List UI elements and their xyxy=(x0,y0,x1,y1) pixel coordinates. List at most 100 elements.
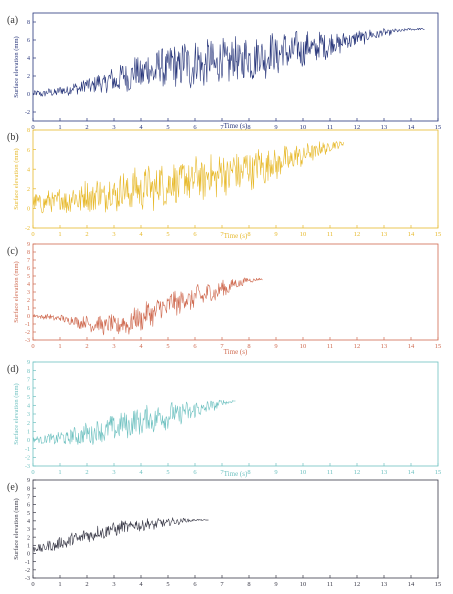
x-tick-label: 12 xyxy=(354,581,361,588)
y-tick-label: -3 xyxy=(25,338,30,344)
x-tick-label: 5 xyxy=(166,581,169,588)
x-tick-label: 12 xyxy=(354,469,361,476)
x-tick-label: 6 xyxy=(193,343,197,350)
x-tick-label: 3 xyxy=(112,581,115,588)
y-tick-label: 8 xyxy=(27,369,30,375)
x-tick-label: 11 xyxy=(327,124,333,131)
x-tick-label: 1 xyxy=(58,343,61,350)
x-tick-label: 2 xyxy=(85,469,88,476)
y-tick-label: 4 xyxy=(27,282,30,288)
x-tick-label: 4 xyxy=(139,469,143,476)
x-tick-label: 14 xyxy=(408,469,415,476)
y-tick-label: 0 xyxy=(27,314,30,320)
y-axis-title: Surface elevation (mm) xyxy=(13,383,20,444)
y-tick-label: 5 xyxy=(27,274,30,280)
x-tick-label: 1 xyxy=(58,581,61,588)
x-tick-label: 10 xyxy=(300,124,307,131)
y-tick-label: 0 xyxy=(27,552,30,558)
y-tick-label: 9 xyxy=(27,360,30,366)
panel-label: (d) xyxy=(7,364,19,375)
x-tick-label: 12 xyxy=(354,343,361,350)
y-tick-label: 9 xyxy=(27,242,30,248)
x-tick-label: 2 xyxy=(85,231,88,238)
y-tick-label: 7 xyxy=(27,495,30,501)
x-tick-label: 8 xyxy=(247,469,250,476)
x-tick-label: 6 xyxy=(193,469,197,476)
x-tick-label: 13 xyxy=(381,124,388,131)
x-tick-label: 11 xyxy=(327,581,333,588)
series-line xyxy=(32,28,425,97)
panel-label: (a) xyxy=(7,15,18,26)
x-tick-label: 8 xyxy=(247,124,250,131)
x-tick-label: 4 xyxy=(139,231,143,238)
plot-frame xyxy=(32,479,439,579)
y-tick-label: -3 xyxy=(25,464,30,470)
plot-frame xyxy=(32,129,439,229)
x-tick-label: 2 xyxy=(85,343,88,350)
x-tick-label: 1 xyxy=(58,124,61,131)
y-tick-label: 7 xyxy=(27,258,30,264)
x-tick-label: 9 xyxy=(274,231,277,238)
y-tick-label: 1 xyxy=(27,544,30,550)
x-tick-label: 2 xyxy=(85,581,88,588)
y-axis-title: Surface elevation (mm) xyxy=(13,148,20,209)
y-tick-label: 9 xyxy=(27,478,30,484)
y-tick-label: -2 xyxy=(25,456,30,462)
x-tick-label: 3 xyxy=(112,469,115,476)
y-tick-label: 5 xyxy=(27,395,30,401)
y-tick-label: 6 xyxy=(27,503,30,509)
y-tick-label: -1 xyxy=(25,447,30,453)
x-tick-label: 0 xyxy=(31,469,34,476)
x-tick-label: 6 xyxy=(193,231,197,238)
y-tick-label: 0 xyxy=(27,92,30,98)
y-tick-label: 6 xyxy=(27,38,30,44)
x-tick-label: 0 xyxy=(31,231,34,238)
x-axis-title: Time (s) xyxy=(224,232,248,240)
x-tick-label: 3 xyxy=(112,343,115,350)
x-tick-label: 8 xyxy=(247,343,250,350)
x-tick-label: 11 xyxy=(327,343,333,350)
y-tick-label: 2 xyxy=(27,535,30,541)
panel-label: (e) xyxy=(7,482,18,493)
y-tick-label: 8 xyxy=(27,20,30,26)
y-tick-label: 2 xyxy=(27,187,30,193)
y-tick-label: 4 xyxy=(27,56,30,62)
y-tick-label: 4 xyxy=(27,167,30,173)
plot-frame xyxy=(32,12,439,122)
y-axis-title: Surface elevation (mm) xyxy=(13,36,20,97)
y-tick-label: 2 xyxy=(27,74,30,80)
y-tick-label: 2 xyxy=(27,298,30,304)
x-tick-label: 11 xyxy=(327,469,333,476)
y-tick-label: 0 xyxy=(27,438,30,444)
panel-3: 0 1 2 3 4 5 6 7 8 9 10 11 12 13 14 15-3-2-10123456789(d… xyxy=(7,360,441,478)
y-tick-label: 6 xyxy=(27,266,30,272)
x-tick-label: 5 xyxy=(166,343,169,350)
y-tick-label: -2 xyxy=(25,110,30,116)
x-tick-label: 14 xyxy=(408,581,415,588)
y-tick-label: 4 xyxy=(27,404,30,410)
y-tick-label: 6 xyxy=(27,148,30,154)
x-tick-label: 7 xyxy=(220,231,224,238)
y-axis-title: Surface elevation (mm) xyxy=(13,261,20,322)
x-tick-label: 10 xyxy=(300,343,307,350)
y-tick-label: 2 xyxy=(27,421,30,427)
x-tick-label: 3 xyxy=(112,124,115,131)
x-tick-label: 9 xyxy=(274,124,277,131)
x-tick-label: 6 xyxy=(193,124,197,131)
x-tick-label: 13 xyxy=(381,581,388,588)
x-tick-label: 0 xyxy=(31,124,34,131)
x-tick-label: 10 xyxy=(300,581,307,588)
x-tick-label: 15 xyxy=(435,231,442,238)
x-tick-label: 3 xyxy=(112,231,115,238)
y-tick-label: 1 xyxy=(27,430,30,436)
series-line xyxy=(32,141,344,214)
x-tick-label: 9 xyxy=(274,343,277,350)
y-tick-label: 3 xyxy=(27,290,30,296)
x-tick-label: 4 xyxy=(139,343,143,350)
panel-label: (b) xyxy=(7,132,19,143)
panel-label: (c) xyxy=(7,246,18,257)
x-tick-label: 1 xyxy=(58,231,61,238)
x-axis-title: Time (s) xyxy=(224,470,248,478)
x-tick-label: 13 xyxy=(381,469,388,476)
